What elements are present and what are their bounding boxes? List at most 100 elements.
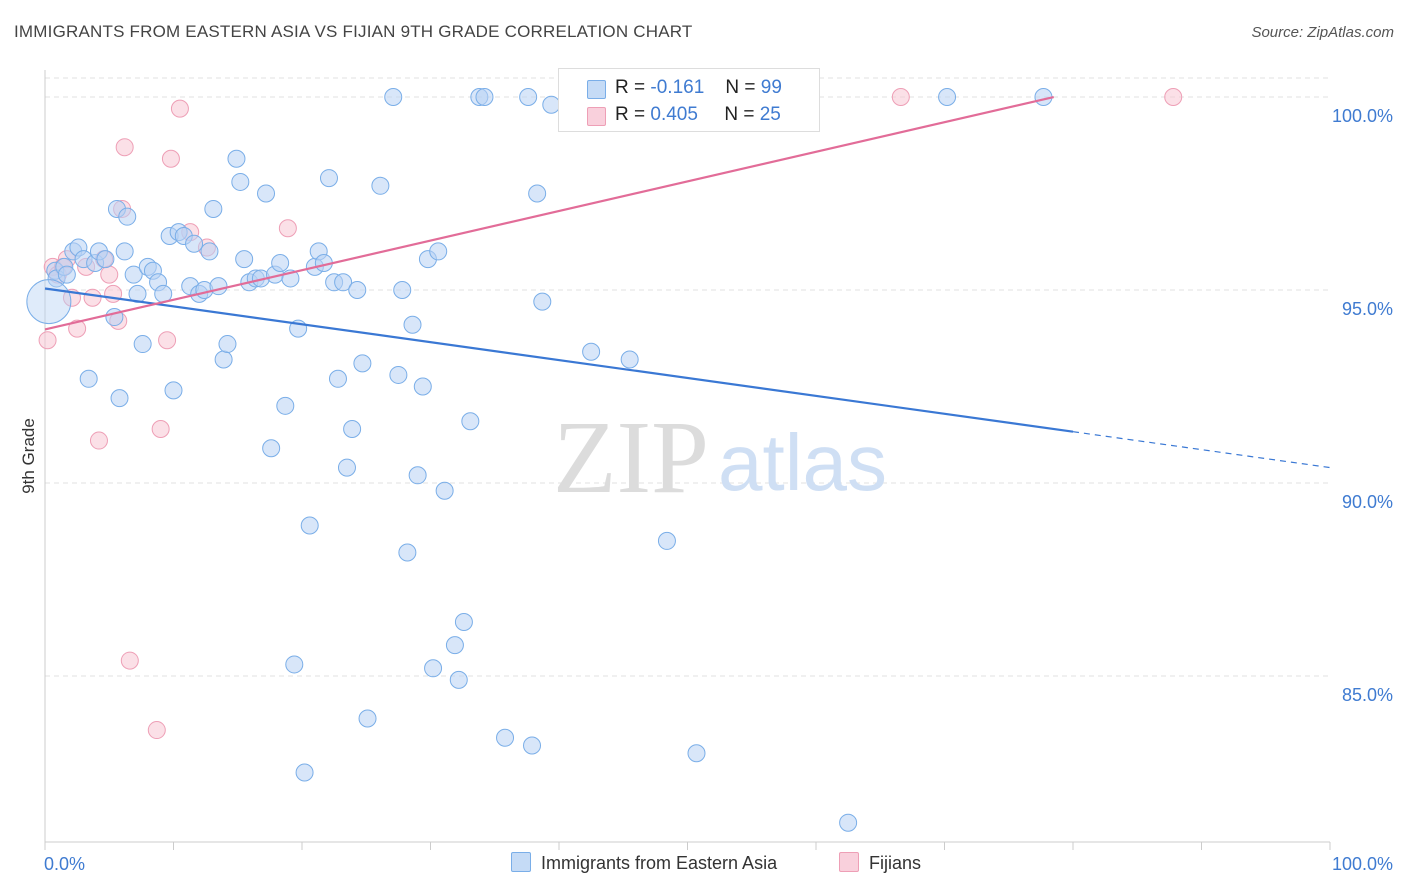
y-tick-label: 95.0% <box>1342 299 1393 319</box>
eastern-asia-point <box>79 369 98 388</box>
eastern-asia-points <box>26 88 1053 832</box>
series-legend-eastern-asia: Immigrants from Eastern Asia <box>511 852 777 874</box>
eastern-asia-point <box>328 369 347 388</box>
eastern-asia-point <box>429 242 448 261</box>
eastern-asia-point <box>209 277 228 296</box>
watermark-zip: ZIP <box>553 400 709 515</box>
eastern-asia-point <box>475 88 494 107</box>
eastern-asia-point <box>200 242 219 261</box>
eastern-asia-point <box>403 315 422 334</box>
eastern-asia-point <box>582 342 601 361</box>
fijians-point <box>158 331 177 350</box>
fijians-point <box>115 138 134 157</box>
x-tick-label: 0.0% <box>44 854 85 874</box>
eastern-asia-point <box>337 458 356 477</box>
eastern-asia-point <box>262 439 281 458</box>
eastern-asia-trend-extension <box>1072 431 1331 469</box>
eastern-asia-point <box>528 184 547 203</box>
eastern-asia-trend-line <box>44 287 1074 433</box>
eastern-asia-point <box>408 466 427 485</box>
fijians-point <box>278 219 297 238</box>
fijians-point <box>68 319 87 338</box>
fijians-point <box>1164 88 1183 107</box>
legend-n-value: 25 <box>759 104 781 125</box>
eastern-asia-point <box>227 149 246 168</box>
fijians-point <box>120 651 139 670</box>
eastern-asia-point <box>231 172 250 191</box>
eastern-asia-point <box>384 88 403 107</box>
eastern-asia-point <box>657 531 676 550</box>
eastern-asia-point <box>687 744 706 763</box>
eastern-asia-point <box>96 250 115 269</box>
eastern-asia-point <box>124 265 143 284</box>
legend-swatch-pink <box>587 107 606 126</box>
eastern-asia-point <box>461 412 480 431</box>
eastern-asia-point <box>319 169 338 188</box>
eastern-asia-point <box>57 265 76 284</box>
eastern-asia-point <box>26 279 72 325</box>
eastern-asia-point <box>449 670 468 689</box>
series-label-eastern-asia: Immigrants from Eastern Asia <box>541 853 778 873</box>
fijians-point <box>89 431 108 450</box>
y-tick-label: 90.0% <box>1342 492 1393 512</box>
eastern-asia-point <box>358 709 377 728</box>
y-tick-label: 85.0% <box>1342 685 1393 705</box>
fijians-point <box>100 265 119 284</box>
eastern-asia-point <box>393 281 412 300</box>
x-tick-label: 100.0% <box>1332 854 1393 874</box>
eastern-asia-point <box>533 292 552 311</box>
source-credit: Source: ZipAtlas.com <box>1251 24 1394 41</box>
trend-lines <box>44 95 1331 469</box>
series-label-fijians: Fijians <box>869 853 922 873</box>
axes <box>44 70 1331 850</box>
fijians-point <box>170 99 189 118</box>
legend-n-label: N = <box>724 104 755 125</box>
eastern-asia-point <box>276 396 295 415</box>
fijians-trend-line <box>44 95 1054 331</box>
watermark: ZIP atlas <box>553 400 887 515</box>
eastern-asia-point <box>413 377 432 396</box>
series-swatch-blue <box>511 852 531 872</box>
legend-r-label: R = <box>615 77 646 98</box>
eastern-asia-point <box>839 813 858 832</box>
eastern-asia-point <box>204 199 223 218</box>
eastern-asia-point <box>424 659 443 678</box>
eastern-asia-point <box>218 335 237 354</box>
eastern-asia-point <box>435 481 454 500</box>
eastern-asia-point <box>353 354 372 373</box>
eastern-asia-point <box>334 273 353 292</box>
eastern-asia-point <box>454 612 473 631</box>
eastern-asia-point <box>295 763 314 782</box>
eastern-asia-point <box>214 350 233 369</box>
series-legend: Immigrants from Eastern Asia Fijians <box>0 852 1406 876</box>
legend-stats-blue: R = -0.161 N = 99 <box>615 77 782 99</box>
eastern-asia-point <box>389 365 408 384</box>
legend-r-value: -0.161 <box>650 77 705 98</box>
series-legend-fijians: Fijians <box>839 852 921 874</box>
legend-n-value: 99 <box>760 77 782 98</box>
watermark-atlas: atlas <box>718 418 887 507</box>
eastern-asia-point <box>445 636 464 655</box>
eastern-asia-point <box>164 381 183 400</box>
eastern-asia-point <box>519 88 538 107</box>
fijians-point <box>38 331 57 350</box>
fijians-point <box>147 721 166 740</box>
fijians-point <box>83 288 102 307</box>
fijians-point <box>161 149 180 168</box>
legend-n-label: N = <box>725 77 756 98</box>
legend-r-value: 0.405 <box>650 104 698 125</box>
eastern-asia-point <box>938 88 957 107</box>
legend-swatch-blue <box>587 80 606 99</box>
series-swatch-pink <box>839 852 859 872</box>
eastern-asia-point <box>285 655 304 674</box>
eastern-asia-point <box>398 543 417 562</box>
correlation-legend: R = -0.161 N = 99 R = 0.405 N = 25 <box>558 68 820 132</box>
eastern-asia-point <box>271 254 290 272</box>
chart-title: IMMIGRANTS FROM EASTERN ASIA VS FIJIAN 9… <box>14 22 693 41</box>
eastern-asia-point <box>371 176 390 195</box>
eastern-asia-point <box>115 242 134 261</box>
eastern-asia-point <box>343 419 362 438</box>
legend-r-label: R = <box>615 104 646 125</box>
y-tick-label: 100.0% <box>1332 106 1393 126</box>
